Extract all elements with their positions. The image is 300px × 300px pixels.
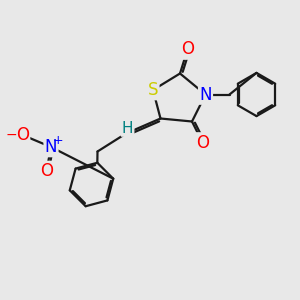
Text: O: O: [196, 134, 209, 152]
Text: O: O: [16, 126, 29, 144]
Text: O: O: [40, 162, 53, 180]
Text: S: S: [148, 81, 158, 99]
Text: N: N: [199, 85, 212, 103]
Text: N: N: [45, 138, 57, 156]
Text: O: O: [181, 40, 194, 58]
Text: +: +: [52, 134, 63, 148]
Text: H: H: [122, 121, 133, 136]
Text: −: −: [5, 128, 17, 142]
